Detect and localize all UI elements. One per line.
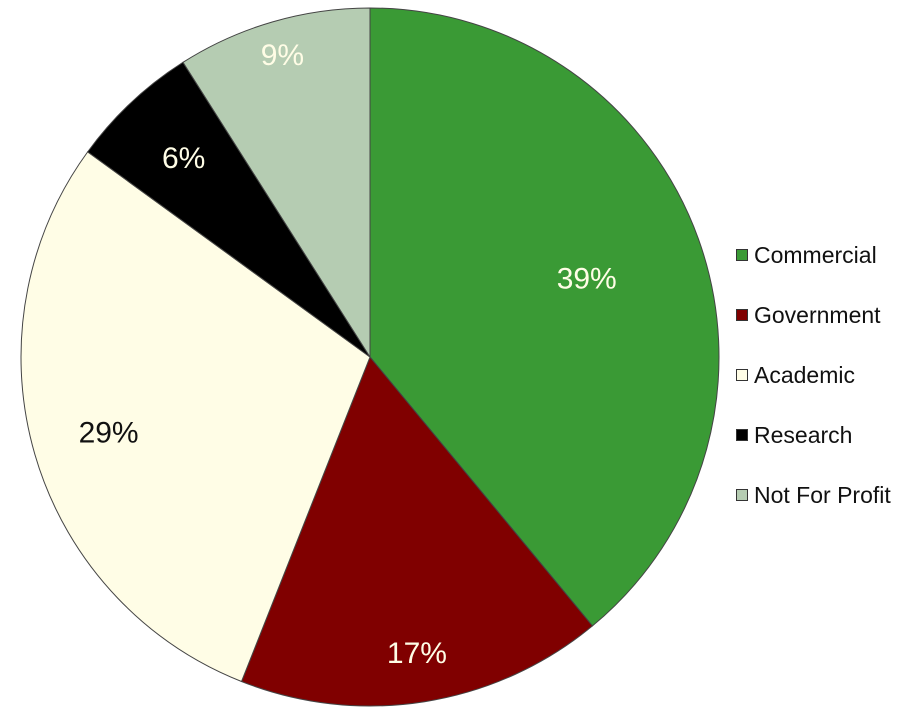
- pie-label-research: 6%: [162, 142, 205, 175]
- legend-swatch-government: [736, 309, 748, 321]
- pie-label-academic: 29%: [79, 416, 139, 449]
- legend-label-government: Government: [754, 301, 881, 328]
- legend-label-not-for-profit: Not For Profit: [754, 481, 891, 508]
- legend-item-government: Government: [736, 285, 919, 345]
- legend: Commercial Government Academic Research …: [736, 225, 919, 525]
- pie-slice-academic: [20, 151, 371, 683]
- legend-swatch-research: [736, 429, 748, 441]
- legend-label-commercial: Commercial: [754, 241, 877, 268]
- pie-slice-government: [240, 356, 594, 707]
- legend-label-academic: Academic: [754, 361, 855, 388]
- legend-swatch-not-for-profit: [736, 489, 748, 501]
- legend-item-academic: Academic: [736, 345, 919, 405]
- pie-label-government: 17%: [387, 637, 447, 670]
- legend-item-not-for-profit: Not For Profit: [736, 465, 919, 525]
- pie-value-labels: 39% 17% 29% 6% 9%: [79, 39, 617, 670]
- legend-item-research: Research: [736, 405, 919, 465]
- pie-label-commercial: 39%: [557, 262, 617, 295]
- pie-label-not-for-profit: 9%: [261, 39, 304, 72]
- pie-slices: [20, 7, 720, 707]
- pie-slice-not-for-profit: [182, 7, 371, 359]
- pie-slice-commercial: [369, 7, 720, 627]
- legend-swatch-commercial: [736, 249, 748, 261]
- legend-swatch-academic: [736, 369, 748, 381]
- legend-item-commercial: Commercial: [736, 225, 919, 285]
- legend-label-research: Research: [754, 421, 853, 448]
- pie-slice-research: [86, 61, 371, 358]
